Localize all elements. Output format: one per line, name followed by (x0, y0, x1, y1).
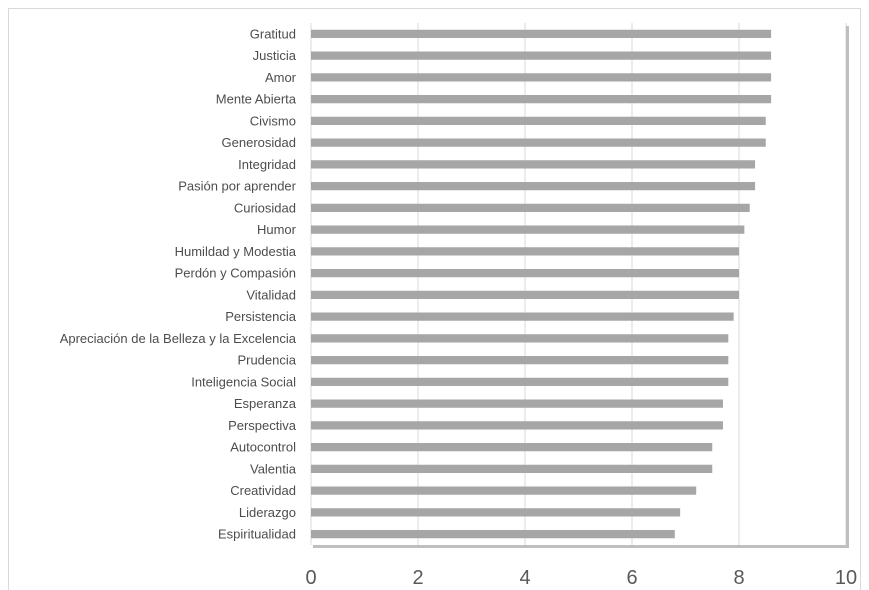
category-label-23: Espiritualidad (218, 527, 296, 542)
bar-19 (311, 442, 713, 452)
x-tick-label-4: 4 (519, 567, 530, 589)
bars (311, 29, 772, 539)
bar-12 (311, 290, 739, 300)
bar-3 (311, 94, 772, 104)
category-label-2: Amor (265, 70, 297, 85)
plot-shadow-bottom (313, 545, 848, 548)
bar-16 (311, 377, 729, 387)
category-label-8: Curiosidad (234, 200, 296, 215)
bar-8 (311, 203, 750, 213)
category-label-6: Integridad (238, 157, 296, 172)
category-label-12: Vitalidad (246, 287, 296, 302)
bar-0 (311, 29, 772, 39)
chart-frame-top (8, 8, 860, 9)
category-label-20: Valentia (250, 461, 297, 476)
bar-11 (311, 268, 739, 278)
category-label-9: Humor (257, 222, 297, 237)
bar-14 (311, 334, 729, 343)
x-tick-label-10: 10 (835, 567, 857, 589)
bar-5 (311, 138, 766, 147)
x-axis-tick-labels: 0 2 4 6 8 10 (305, 567, 857, 589)
category-label-14: Apreciación de la Belleza y la Excelenci… (60, 331, 297, 346)
category-label-10: Humildad y Modestia (175, 244, 297, 259)
category-label-11: Perdón y Compasión (175, 266, 296, 281)
chart-frame-left (8, 8, 9, 590)
plot-shadow-right (846, 26, 849, 548)
bar-21 (311, 486, 697, 495)
bar-2 (311, 73, 772, 82)
plot-area-shadow (313, 26, 849, 548)
x-tick-label-0: 0 (305, 567, 316, 589)
category-label-13: Persistencia (225, 309, 297, 324)
bar-9 (311, 225, 745, 234)
bar-4 (311, 116, 766, 126)
category-label-5: Generosidad (222, 135, 296, 150)
x-tick-label-8: 8 (733, 567, 744, 589)
bar-1 (311, 51, 772, 60)
bar-22 (311, 508, 681, 517)
category-label-16: Inteligencia Social (191, 374, 296, 389)
bar-6 (311, 160, 756, 169)
category-labels: Gratitud Justicia Amor Mente Abierta Civismo… (60, 26, 297, 541)
category-label-4: Civismo (250, 113, 296, 128)
bar-7 (311, 181, 756, 191)
category-label-1: Justicia (253, 48, 297, 63)
category-label-22: Liderazgo (239, 505, 296, 520)
category-label-19: Autocontrol (230, 440, 296, 455)
category-label-15: Prudencia (237, 353, 296, 368)
category-label-17: Esperanza (234, 396, 297, 411)
bar-17 (311, 399, 723, 408)
category-label-7: Pasión por aprender (178, 179, 296, 194)
category-label-0: Gratitud (250, 26, 296, 41)
category-label-3: Mente Abierta (216, 92, 297, 107)
bar-20 (311, 464, 713, 474)
category-label-18: Perspectiva (228, 418, 297, 433)
category-label-21: Creatividad (230, 483, 296, 498)
bar-18 (311, 421, 723, 430)
bar-10 (311, 247, 739, 256)
bar-15 (311, 355, 729, 365)
bar-23 (311, 529, 675, 539)
x-tick-label-2: 2 (412, 567, 423, 589)
chart-frame-right (860, 8, 861, 590)
bar-13 (311, 312, 734, 321)
x-tick-label-6: 6 (626, 567, 637, 589)
